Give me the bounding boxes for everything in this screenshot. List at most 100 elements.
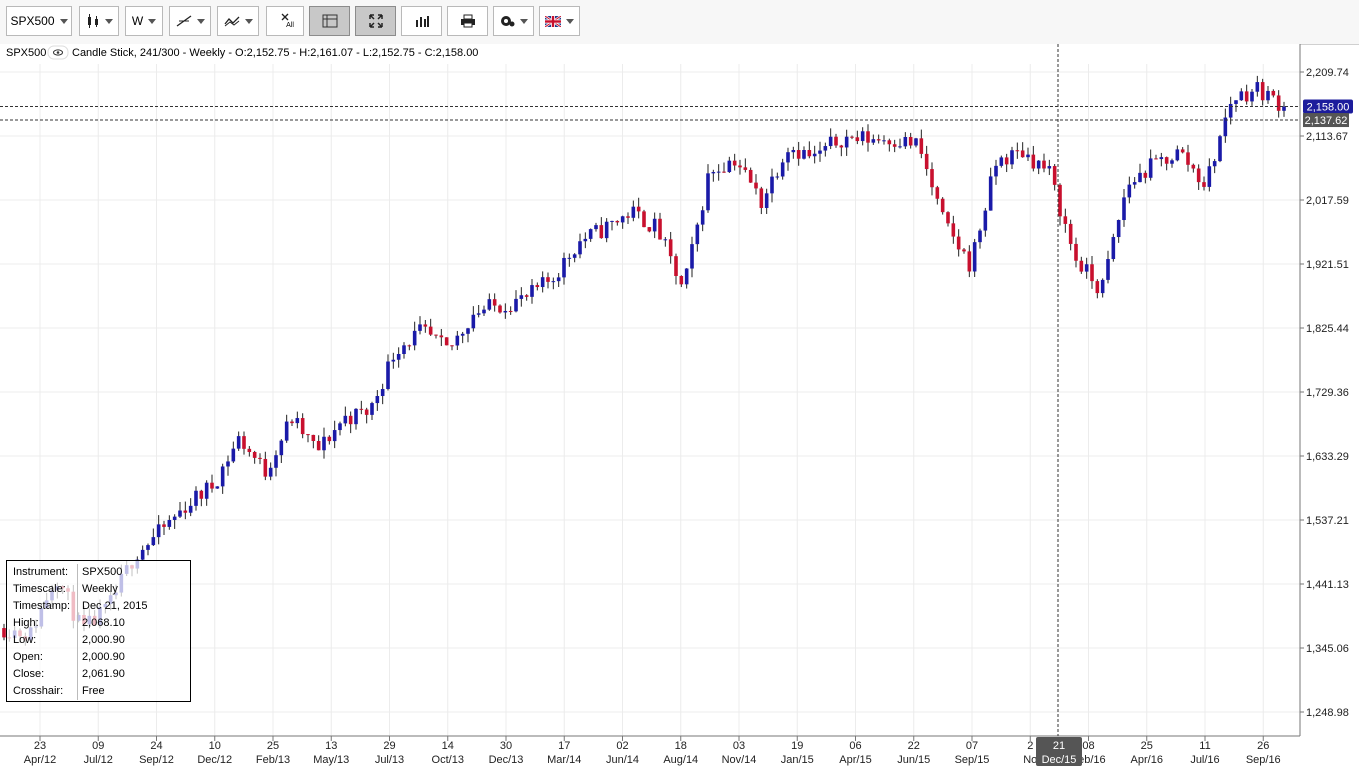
candle [898,138,902,149]
candle [412,321,417,351]
visibility-toggle[interactable] [47,45,69,60]
candle [1127,176,1132,204]
price-axis[interactable]: 2,209.74 2,113.67 2,017.59 1,921.51 1,825.44… [1300,67,1349,719]
settings-button[interactable] [493,6,534,36]
candle [588,228,593,242]
chevron-down-icon [520,18,528,24]
candle [1218,134,1222,163]
candle [476,305,481,318]
candle [1042,153,1046,173]
candle [594,222,598,232]
candle [556,273,561,287]
candle [375,390,380,411]
instrument-selector[interactable]: SPX500 [6,6,72,36]
candle [994,159,998,185]
chart-type-button[interactable] [79,6,119,36]
info-key: High: [13,617,39,629]
candle [1031,145,1036,172]
time-tick-month: Jun/14 [606,754,639,766]
candle [402,342,406,359]
language-selector[interactable] [539,6,580,36]
candle [546,272,550,289]
candle [492,293,497,312]
candle [487,293,492,311]
candle [962,247,966,254]
candle [1271,89,1276,98]
candle [226,455,230,476]
candle [1004,153,1009,173]
volume-bars-button[interactable] [401,6,442,36]
candle [1202,176,1206,191]
time-tick-day: 25 [267,740,279,752]
current-price-label: 2,158.00 [1307,101,1350,113]
candle [620,215,625,229]
chart-grid [0,44,1300,736]
price-tick-label: 2,017.59 [1306,195,1349,207]
time-tick-month: Apr/16 [1131,754,1163,766]
crosshair-grid-button[interactable] [309,6,350,36]
candle [1132,177,1137,189]
chevron-down-icon [104,18,113,24]
candle [796,141,801,166]
info-value: Free [77,683,105,700]
candle [514,290,518,313]
candle [850,135,854,140]
candle [140,545,145,561]
indicators-button[interactable] [217,6,259,36]
trendline-icon [176,15,191,27]
candle [1020,142,1025,158]
candle [615,220,620,226]
fullscreen-button[interactable] [355,6,396,36]
time-tick-month: Apr/15 [839,754,871,766]
time-tick-day: 2 [1027,740,1033,752]
candle [1276,90,1281,118]
candle [274,450,278,477]
candle [956,229,961,257]
candle [1207,158,1212,192]
candle [855,130,860,145]
info-value: 2,061.90 [77,666,125,683]
time-tick-day: 06 [849,740,861,752]
candle [951,215,956,244]
candle [530,278,534,304]
candle [327,435,332,445]
candle [599,217,604,239]
crosshair-grid-icon [322,14,337,28]
candle [658,212,662,240]
time-tick-day: 17 [558,740,570,752]
crosshair-date-day: 21 [1053,740,1065,752]
timescale-selector[interactable]: W [125,6,163,36]
time-axis[interactable]: 23 Apr/12 09 Jul/12 24 Sep/12 10 Dec/12 25 Feb/13… [24,736,1281,766]
candle [396,347,401,368]
drawing-tools-button[interactable] [169,6,211,36]
candle [759,186,764,215]
print-button[interactable] [447,6,488,36]
candle [983,207,988,237]
remove-all-button[interactable]: All [266,6,304,36]
candle [876,134,881,144]
candle [839,144,844,157]
info-row: High: 2,068.10 [7,615,190,632]
candle [210,474,214,493]
candle [151,528,156,547]
instrument-selector-label: SPX500 [10,14,55,28]
info-value: Dec 21, 2015 [77,598,147,615]
time-tick-day: 22 [908,740,920,752]
info-row: Timescale: Weekly [7,581,190,598]
time-tick-day: 07 [966,740,978,752]
candle [1143,170,1148,184]
candle [578,233,582,259]
candle [268,462,273,481]
candle [908,132,913,149]
candle [247,446,252,457]
chart-area[interactable]: SPX500 Candle Stick, 241/300 - Weekly - … [0,44,1359,768]
candle [343,406,348,427]
candle [258,453,262,465]
candle [674,253,678,285]
candle [823,142,828,157]
info-key: Instrument: [13,566,69,578]
price-chart[interactable]: SPX500 Candle Stick, 241/300 - Weekly - … [0,44,1359,768]
candle [1191,163,1196,173]
candle [1052,164,1057,191]
candle [1244,84,1249,105]
